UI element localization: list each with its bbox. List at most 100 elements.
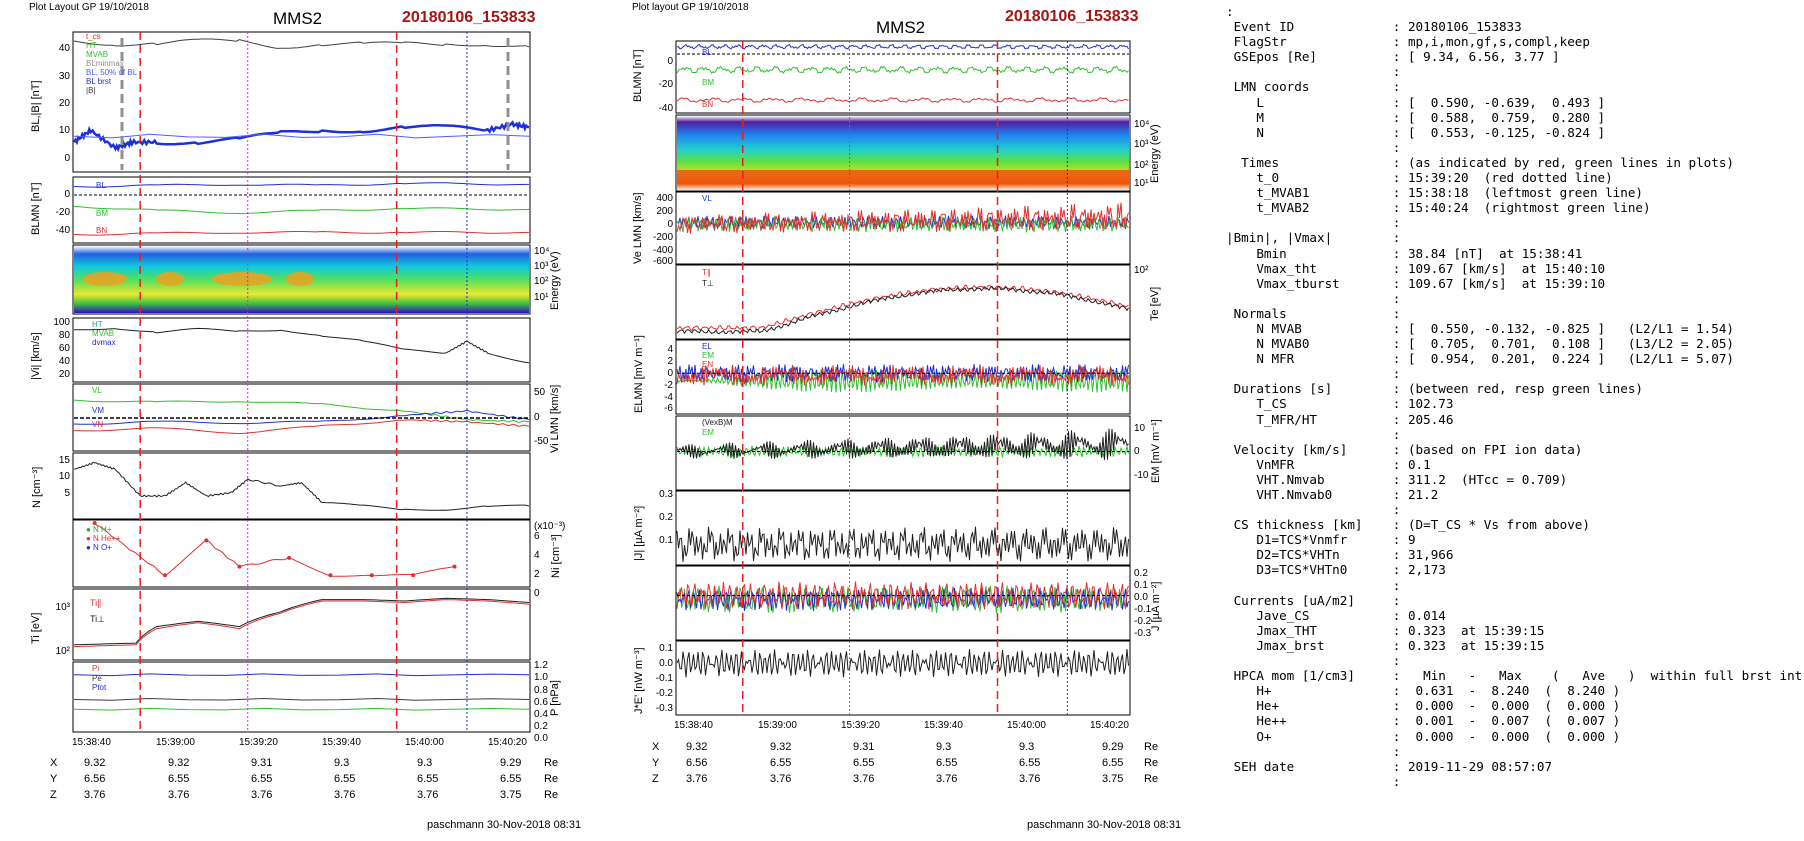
- left-p-tick: 1.2: [534, 660, 548, 671]
- right-pos-value: 6.55: [770, 757, 792, 769]
- left-blmn-tick: -40: [55, 225, 70, 236]
- left-p-tick: 0.0: [534, 733, 548, 744]
- ni-point: [92, 521, 97, 525]
- right-pos-value: 9.3: [936, 741, 952, 753]
- info-line: N MFR : [ 0.954, 0.201, 0.224 ] (L2/L1 =…: [1256, 351, 1734, 367]
- info-line: FlagStr : mp,i,mon,gf,s,compl,keep: [1233, 34, 1590, 50]
- left-p-tick: 1.0: [534, 672, 548, 683]
- left-n-tick: 10: [58, 471, 70, 482]
- info-line: CS thickness [km] : (D=T_CS * Vs from ab…: [1233, 517, 1590, 533]
- info-line: L : [ 0.590, -0.639, 0.493 ]: [1256, 94, 1606, 110]
- right-spec-tick: 10⁴: [1134, 119, 1150, 130]
- left-pos-value: 6.55: [251, 773, 273, 785]
- right-pos-label: Z: [652, 773, 659, 785]
- left-bl-legend-item: |B|: [86, 86, 96, 95]
- right-pos-value: 9.3: [1019, 741, 1035, 753]
- right-j-tick: 0.2: [659, 512, 673, 523]
- info-line: H+ : 0.631 - 8.240 ( 8.240 ): [1256, 683, 1621, 699]
- left-pos-value: 6.55: [334, 773, 356, 785]
- right-series-layer: [676, 43, 1129, 678]
- info-line: :: [1392, 502, 1401, 518]
- info-line: :: [1392, 290, 1401, 306]
- left-bl-tick: 20: [58, 98, 70, 109]
- left-panel-frames: [72, 31, 531, 733]
- left-n-tick: 5: [64, 488, 70, 499]
- right-te-label: T∥: [702, 268, 711, 277]
- left-panel-vilmn-frame: [72, 383, 531, 452]
- right-pos-value: 6.55: [1019, 757, 1041, 769]
- left-panel-vi-frame: [72, 317, 531, 383]
- right-blmn-label: BN: [702, 100, 714, 109]
- info-line: Vmax_tht : 109.67 [km/s] at 15:40:10: [1256, 260, 1606, 276]
- right-jlmn-tick: 0.0: [1134, 592, 1148, 603]
- right-pos-value: 3.76: [686, 773, 708, 785]
- left-vi-tick: 100: [53, 317, 70, 328]
- left-time-tick: 15:39:40: [322, 737, 361, 748]
- right-pos-value: 6.55: [936, 757, 958, 769]
- left-blmn-label: BL: [96, 181, 106, 190]
- right-te-ylabel: Te [eV]: [1149, 287, 1161, 322]
- left-pos-label: Y: [50, 773, 58, 785]
- left-event-lines: [120, 32, 510, 732]
- right-ve-tick: 0: [667, 219, 673, 230]
- right-e-tick: 2: [667, 356, 673, 367]
- left-vilmn-label: VL: [92, 386, 102, 395]
- info-line: D3=TCS*VHTn0 : 2,173: [1256, 562, 1446, 578]
- right-jdote-tick: -0.1: [655, 673, 673, 684]
- left-pos-value: 9.3: [334, 757, 350, 769]
- info-line: Currents [uA/m2] :: [1233, 592, 1401, 608]
- ni-point: [163, 573, 167, 578]
- left-pos-value: 6.55: [500, 773, 522, 785]
- right-time-tick: 15:38:40: [674, 720, 713, 731]
- left-vi-tick: 20: [58, 369, 70, 380]
- hotspot: [677, 170, 1129, 184]
- left-spec-tick: 10²: [534, 276, 549, 287]
- left-time-tick: 15:40:00: [405, 737, 444, 748]
- right-blmn-label: BM: [702, 78, 714, 87]
- left-panel-spec-frame: [72, 244, 531, 315]
- left-p-tick: 0.6: [534, 697, 548, 708]
- right-j-tick: 0.3: [659, 489, 673, 500]
- right-pos-label: Y: [652, 757, 660, 769]
- right-blmn-label: BL: [702, 48, 712, 57]
- right-panel-blmn-frame: [675, 40, 1131, 114]
- left-bl-legend-item: BL brst: [86, 77, 112, 86]
- right-e-tick: -4: [664, 392, 673, 403]
- left-time-tick: 15:39:00: [156, 737, 195, 748]
- left-pos-unit: Re: [544, 773, 559, 785]
- left-bl-legend-item: BLminmax: [86, 59, 124, 68]
- right-j-series-j: [676, 526, 1129, 562]
- left-p-tick: 0.8: [534, 685, 548, 696]
- left-pos-value: 3.76: [251, 789, 273, 801]
- left-bl-series--b-: [73, 38, 530, 49]
- info-line: :: [1392, 577, 1401, 593]
- left-spec-tick: 10¹: [534, 292, 549, 303]
- right-spectrogram-hotspots: [677, 170, 1129, 184]
- left-pos-unit: Re: [544, 789, 559, 801]
- info-line: LMN coords :: [1233, 79, 1401, 95]
- info-line: :: [1392, 653, 1401, 669]
- hotspot: [156, 272, 184, 286]
- info-line: Durations [s] : (between red, resp green…: [1233, 381, 1644, 397]
- left-ti-tick: 10²: [55, 646, 70, 657]
- right-ve-tick: -400: [652, 245, 673, 256]
- right-panel-ve-frame: [675, 191, 1131, 265]
- right-em-tick: 10: [1134, 423, 1146, 434]
- left-blmn-series-bl: [73, 182, 530, 188]
- info-line: Jave_CS : 0.014: [1256, 607, 1446, 623]
- info-line: SEH date : 2019-11-29 08:57:07: [1233, 758, 1553, 774]
- right-pos-value: 6.55: [1102, 757, 1124, 769]
- right-jlmn-tick: 0.1: [1134, 580, 1148, 591]
- right-jdote-ylabel: J*E' [nW m⁻³]: [633, 647, 645, 714]
- right-jdote-tick: -0.2: [655, 688, 673, 699]
- info-line: He+ : 0.000 - 0.000 ( 0.000 ): [1256, 698, 1621, 714]
- right-jlmn-tick: -0.1: [1134, 604, 1152, 615]
- left-n-tick: 15: [58, 455, 70, 466]
- right-spec-tick: 10¹: [1134, 178, 1149, 189]
- right-spec-tick: 10³: [1134, 139, 1149, 150]
- info-line: Vmax_tburst : 109.67 [km/s] at 15:39:10: [1256, 275, 1606, 291]
- right-jlmn-ylabel: J [µA m⁻²]: [1150, 581, 1162, 631]
- right-ve-tick: 200: [656, 206, 673, 217]
- right-e-label: EN: [702, 360, 714, 369]
- left-spec-ylabel: Energy (eV): [549, 251, 561, 310]
